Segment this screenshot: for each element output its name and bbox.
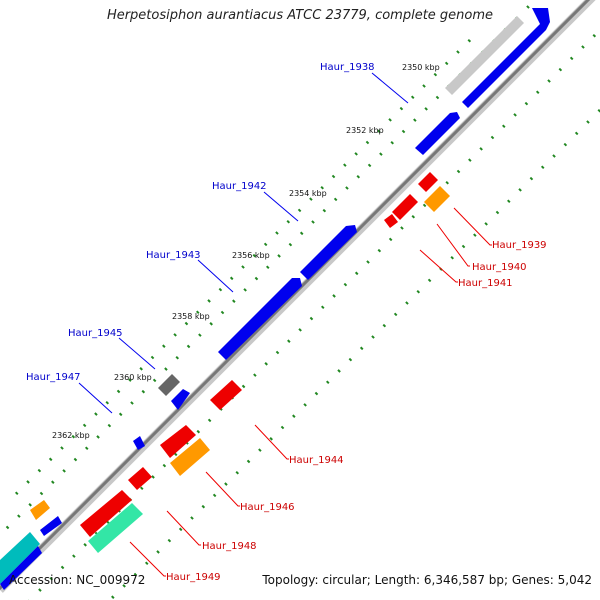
gene-haur_1941[interactable]: [384, 214, 398, 228]
gene-haur_1945b[interactable]: [171, 389, 190, 410]
dot-track-3: [107, 108, 600, 600]
gene-haur_1942[interactable]: [300, 225, 357, 280]
gene-label[interactable]: Haur_1944: [289, 455, 344, 466]
gene-haur_1948[interactable]: [128, 467, 152, 490]
reverse-leaders: [129, 207, 492, 577]
genome-summary-text: Topology: circular; Length: 6,346,587 bp…: [262, 573, 592, 587]
tick-label: 2362 kbp: [52, 431, 90, 440]
gene-label[interactable]: Haur_1941: [458, 278, 513, 289]
map-title: Herpetosiphon aurantiacus ATCC 23779, co…: [106, 8, 494, 23]
gene-haur_1946b[interactable]: [170, 438, 210, 476]
gene-label[interactable]: Haur_1946: [240, 502, 295, 513]
gene-label[interactable]: Haur_1939: [492, 240, 547, 251]
gene-haur_1944[interactable]: [210, 380, 242, 410]
gene-haur_1946[interactable]: [160, 425, 196, 458]
gene-haur_1937[interactable]: [445, 16, 524, 95]
tick-label: 2356 kbp: [232, 251, 270, 260]
tick-label: 2352 kbp: [346, 126, 384, 135]
gene-haur_1947[interactable]: [133, 436, 145, 450]
gene-haur_1939b[interactable]: [424, 186, 450, 212]
gene-label[interactable]: Haur_1942: [212, 181, 267, 192]
forward-genes: [0, 8, 550, 590]
tick-label: 2360 kbp: [114, 373, 152, 382]
gene-haur_1950[interactable]: [40, 516, 62, 536]
gene-haur_1952[interactable]: [0, 546, 42, 590]
gene-haur_1948b[interactable]: [80, 490, 132, 537]
tick-label: 2354 kbp: [289, 189, 327, 198]
gene-label[interactable]: Haur_1947: [26, 372, 81, 383]
accession-text: Accession: NC_009972: [9, 573, 146, 587]
gene-haur_1951[interactable]: [0, 532, 40, 584]
gene-label[interactable]: Haur_1938: [320, 62, 375, 73]
gene-haur_1940[interactable]: [392, 194, 418, 220]
gene-haur_1950b[interactable]: [30, 500, 50, 520]
forward-leaders: [78, 72, 409, 414]
tick-labels: 2350 kbp 2352 kbp 2354 kbp 2356 kbp 2358…: [52, 63, 440, 440]
gene-haur_1939[interactable]: [418, 172, 438, 192]
forward-labels: Haur_1938 Haur_1942 Haur_1943 Haur_1945 …: [26, 62, 375, 383]
gene-label[interactable]: Haur_1945: [68, 328, 123, 339]
gene-label[interactable]: Haur_1948: [202, 541, 257, 552]
gene-haur_1949[interactable]: [88, 503, 143, 553]
reverse-labels: Haur_1939 Haur_1940 Haur_1941 Haur_1944 …: [166, 240, 547, 583]
gene-haur_1945[interactable]: [158, 374, 180, 396]
gene-label[interactable]: Haur_1943: [146, 250, 201, 261]
tick-label: 2350 kbp: [402, 63, 440, 72]
dot-track-1: [27, 33, 597, 600]
gene-label[interactable]: Haur_1940: [472, 262, 527, 273]
gene-haur_1938b[interactable]: [415, 112, 460, 155]
reverse-genes: [80, 172, 450, 553]
tick-label: 2358 kbp: [172, 312, 210, 321]
gene-haur_1938[interactable]: [462, 8, 550, 108]
gene-haur_1943[interactable]: [218, 278, 302, 360]
gene-label[interactable]: Haur_1949: [166, 572, 221, 583]
